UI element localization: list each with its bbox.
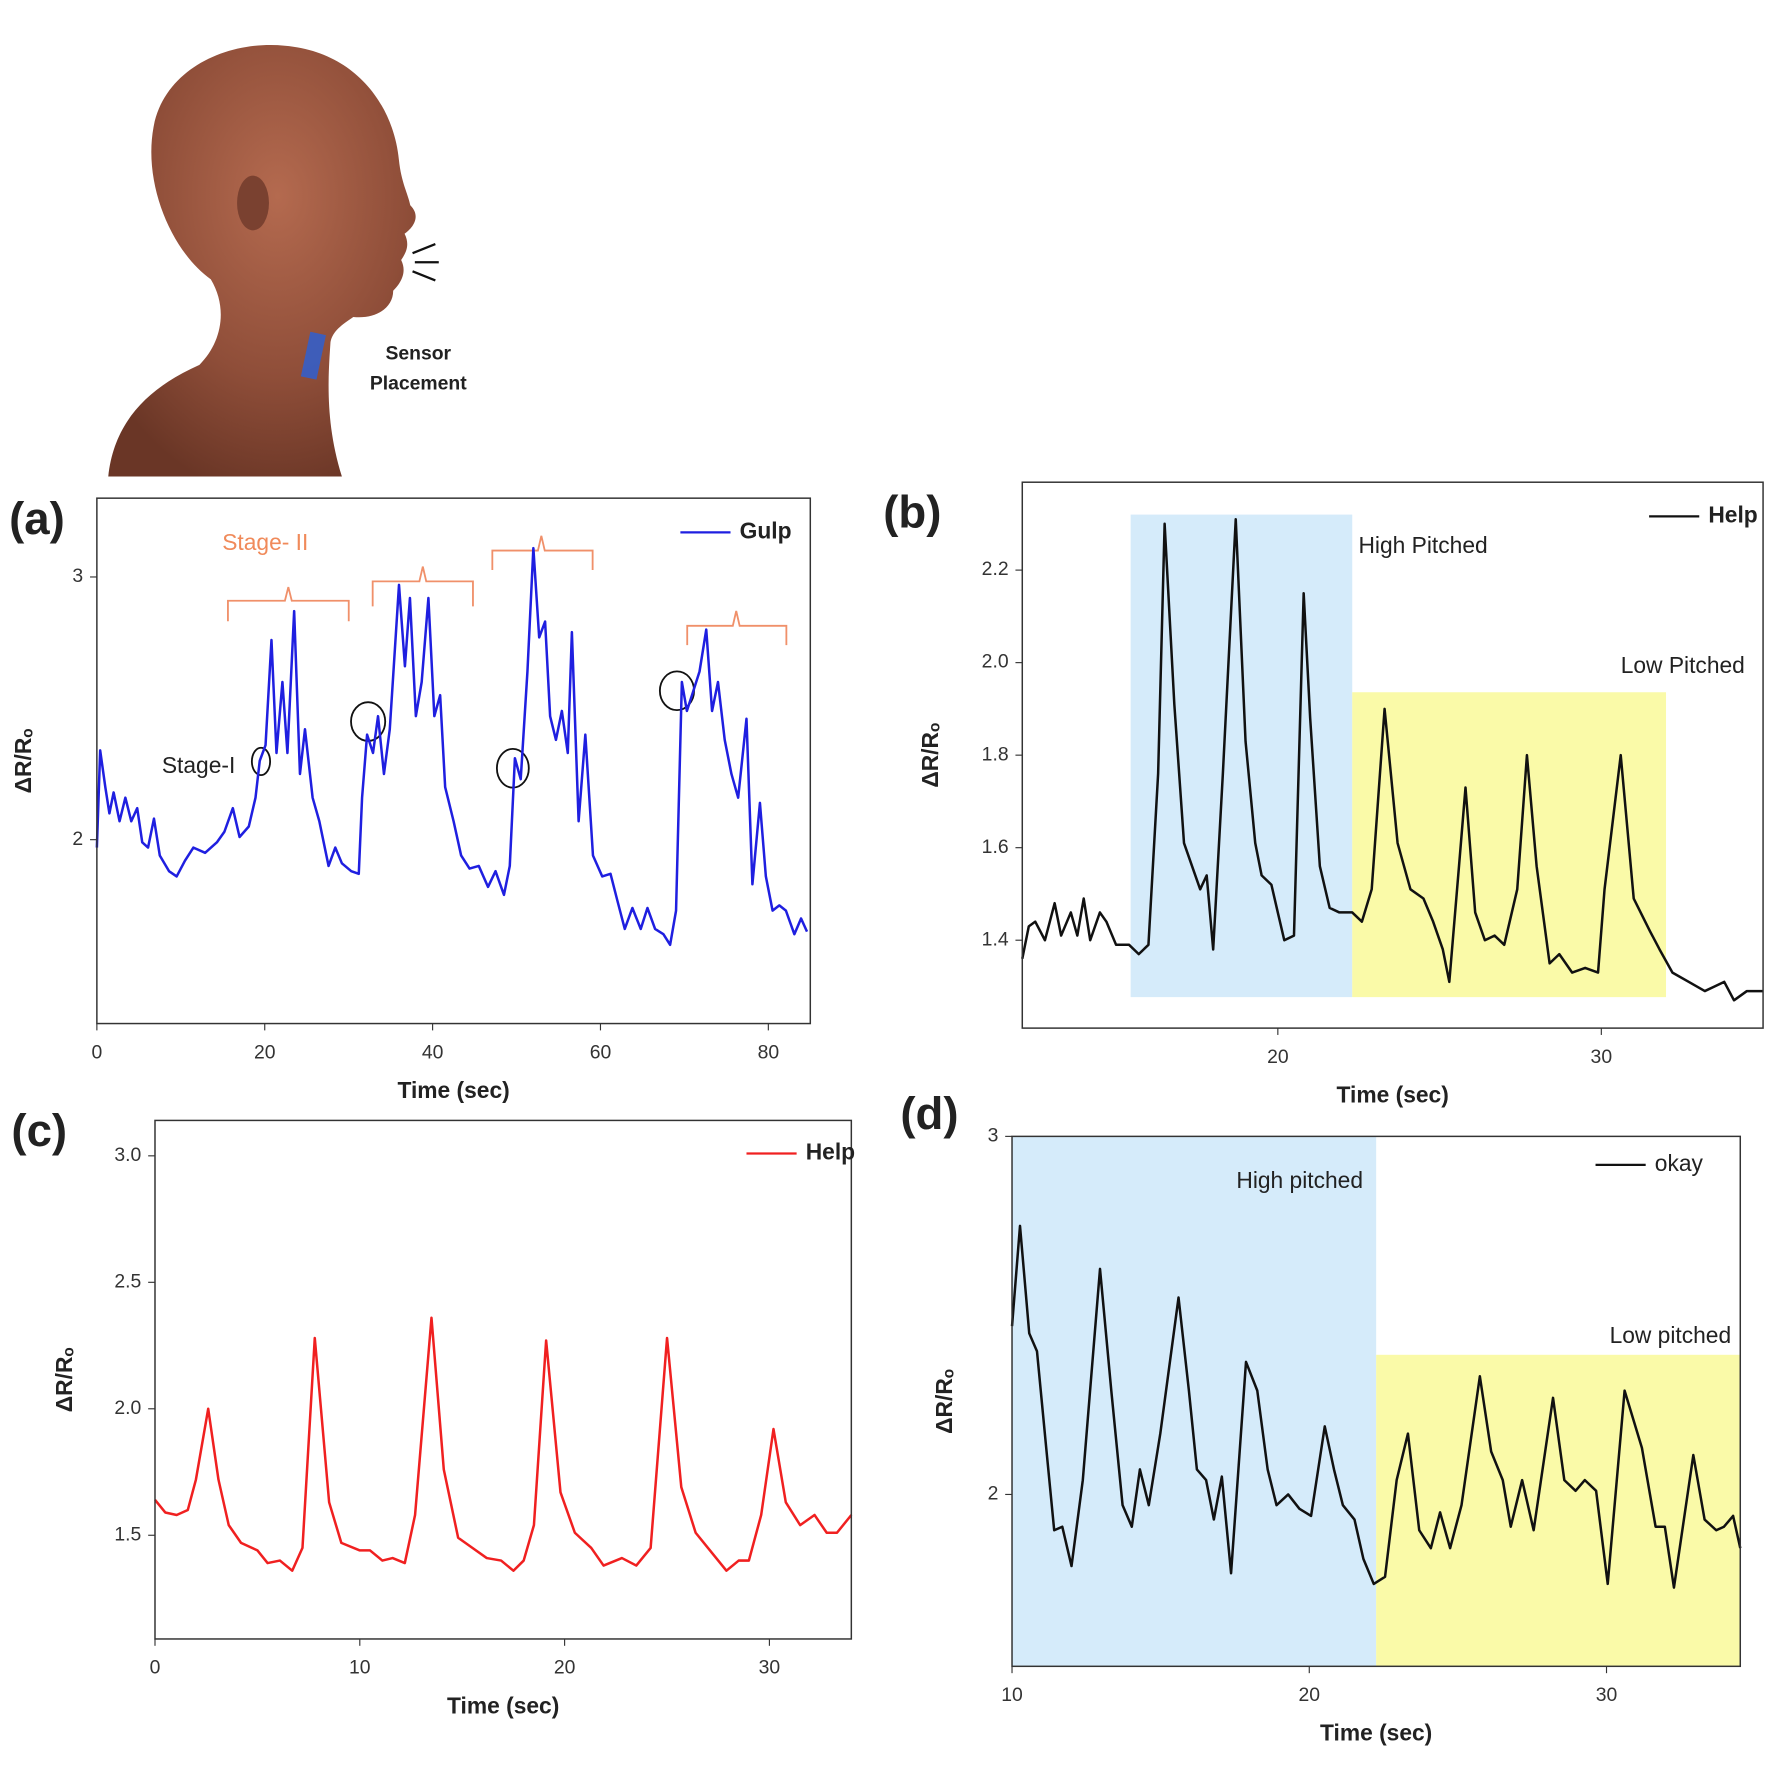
x-tick-label: 0 [150,1657,161,1679]
x-tick-label: 20 [1267,1046,1289,1068]
x-tick-label: 40 [422,1041,444,1063]
y-tick-label: 3.0 [114,1144,141,1166]
legend-label: Help [1708,501,1757,527]
plot-frame [1011,1135,1742,1668]
plot-frame [154,1119,853,1640]
region-label: High pitched [1236,1167,1363,1193]
y-axis-label: ΔR/Rₒ [917,723,943,788]
legend-label: okay [1655,1150,1704,1176]
y-tick-label: 2 [988,1483,999,1505]
shaded-region [1376,1354,1741,1667]
x-axis-label: Time (sec) [397,1077,509,1103]
y-tick-label: 2.0 [982,651,1009,673]
x-tick-label: 20 [1298,1684,1320,1706]
region-label: Low pitched [1610,1322,1732,1348]
x-tick-label: 30 [1596,1684,1618,1706]
data-line [95,546,809,947]
shaded-region [1352,692,1667,998]
data-line [1010,1224,1742,1589]
sensor-label: Placement [370,372,467,394]
legend-label: Gulp [740,517,792,543]
plot-frame [96,497,812,1025]
y-tick-label: 1.4 [982,928,1009,950]
y-axis-label: ΔR/Rₒ [51,1347,77,1412]
annotation: Stage-I [162,752,235,778]
sensor-label: Sensor [385,343,451,365]
y-tick-label: 1.6 [982,836,1009,858]
x-axis-label: Time (sec) [1337,1082,1449,1108]
annotation: Stage- II [222,529,308,555]
y-tick-label: 3 [988,1124,999,1146]
x-tick-label: 60 [590,1041,612,1063]
sensor [300,331,326,380]
panel-label: (a) [9,493,65,544]
y-tick-label: 1.5 [114,1523,141,1545]
x-tick-label: 30 [1591,1046,1613,1068]
x-tick-label: 30 [759,1657,781,1679]
chart-panel: 0 10 20 30 1.5 2.0 2.5 3.0 Time (sec) ΔR/Rₒ (c) Hel… [11,1105,855,1718]
chart-panel: High pitched Low pitched 10 20 30 2 3 Time (sec… [900,1088,1742,1746]
y-tick-label: 2.5 [114,1270,141,1292]
shaded-region [1012,1136,1377,1667]
x-tick-label: 20 [254,1041,276,1063]
x-tick-label: 10 [1001,1684,1023,1706]
panel-label: (d) [900,1088,958,1139]
panel-label: (b) [883,486,941,537]
chart-panel: High Pitched Low Pitched 20 30 1.4 1.6 1.8 2.0 2… [883,481,1764,1108]
x-tick-label: 80 [758,1041,780,1063]
y-tick-label: 2 [72,828,83,850]
head [108,44,416,477]
ear [237,175,269,231]
region-label: Low Pitched [1621,652,1745,678]
y-axis-label: ΔR/Rₒ [10,728,36,793]
y-tick-label: 3 [72,565,83,587]
x-axis-label: Time (sec) [1320,1720,1432,1746]
voice-lines [412,242,439,282]
panel-label: (c) [11,1105,67,1156]
chart-panel: 0 20 40 60 80 2 3 Time (sec) ΔR/Rₒ (a) Gulp Stage- … [9,493,812,1103]
y-tick-label: 2.0 [114,1397,141,1419]
region-label: High Pitched [1358,532,1487,558]
y-tick-label: 1.8 [982,743,1009,765]
y-axis-label: ΔR/Rₒ [931,1369,957,1434]
x-tick-label: 0 [91,1041,102,1063]
data-line [154,1316,853,1572]
x-tick-label: 20 [554,1657,576,1679]
data-line [1021,517,1764,1002]
y-tick-label: 2.2 [982,558,1009,580]
x-tick-label: 10 [349,1657,371,1679]
x-axis-label: Time (sec) [447,1692,559,1718]
stage-markers [227,535,788,789]
legend-label: Help [806,1138,855,1164]
head-illustration: Sensor Placement [108,44,467,477]
